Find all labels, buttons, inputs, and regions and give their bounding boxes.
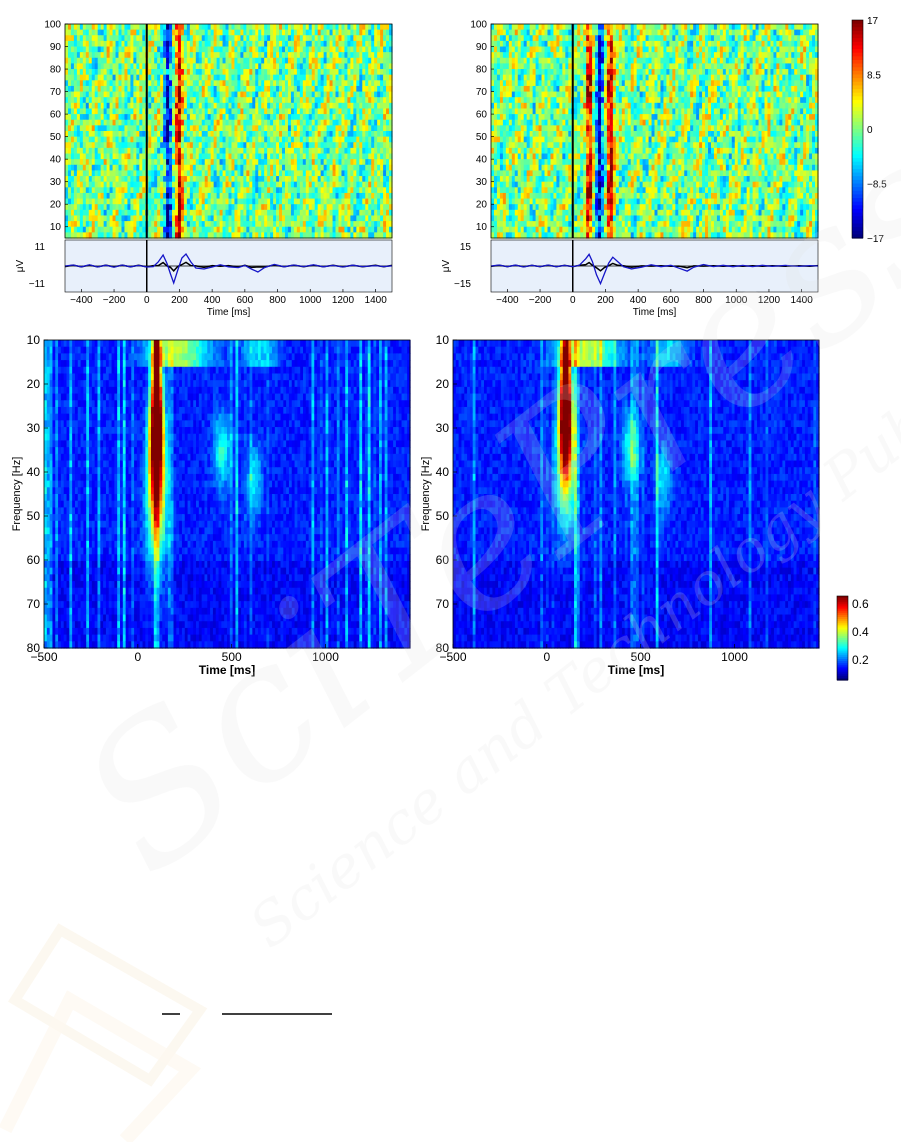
x-tick-label: 800 [269, 295, 286, 306]
y-tick-label: 10 [50, 222, 62, 233]
erp-ytick-top: 11 [35, 242, 46, 253]
erp-xlabel: Time [ms] [207, 307, 251, 318]
y-tick-label: 80 [50, 65, 62, 76]
x-tick-label: 200 [171, 295, 188, 306]
y-tick-label: 60 [50, 110, 62, 121]
y-tick-label: 100 [44, 20, 61, 31]
heatmap-cells [65, 24, 393, 239]
x-tick-label: 1200 [332, 295, 355, 306]
erp-ytick-bottom: −11 [29, 279, 46, 290]
erp-ylabel: μV [15, 259, 26, 272]
y-tick-label: 30 [50, 177, 62, 188]
x-tick-label: −400 [70, 295, 93, 306]
x-tick-label: 400 [204, 295, 221, 306]
y-axis: 10 20 30 40 50 60 70 80 90 100 [44, 20, 68, 234]
x-tick-label: 0 [144, 295, 150, 306]
x-tick-label: 1000 [299, 295, 322, 306]
y-tick-label: 50 [50, 132, 62, 143]
y-tick-label: 40 [50, 155, 62, 166]
x-tick-label: 600 [237, 295, 254, 306]
y-tick-label: 70 [50, 87, 62, 98]
y-tick-label: 20 [50, 200, 62, 211]
x-tick-label: 1400 [365, 295, 388, 306]
x-tick-label: −200 [103, 295, 126, 306]
y-tick-label: 90 [50, 42, 62, 53]
